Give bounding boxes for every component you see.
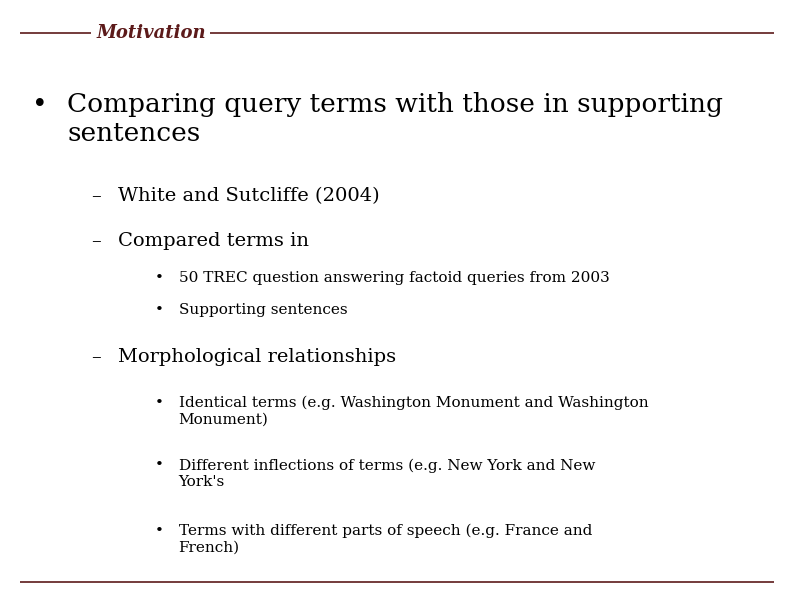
Text: •: • xyxy=(155,458,164,472)
Text: Identical terms (e.g. Washington Monument and Washington
Monument): Identical terms (e.g. Washington Monumen… xyxy=(179,396,648,426)
Text: –: – xyxy=(91,232,101,250)
Text: White and Sutcliffe (2004): White and Sutcliffe (2004) xyxy=(118,187,380,205)
Text: Supporting sentences: Supporting sentences xyxy=(179,303,347,318)
Text: •: • xyxy=(155,303,164,318)
Text: Compared terms in: Compared terms in xyxy=(118,232,309,250)
Text: Morphological relationships: Morphological relationships xyxy=(118,348,395,366)
Text: Terms with different parts of speech (e.g. France and
French): Terms with different parts of speech (e.… xyxy=(179,524,592,554)
Text: Comparing query terms with those in supporting
sentences: Comparing query terms with those in supp… xyxy=(67,92,723,146)
Text: •: • xyxy=(155,396,164,410)
Text: •: • xyxy=(155,271,164,285)
Text: –: – xyxy=(91,348,101,366)
Text: •: • xyxy=(155,524,164,538)
Text: Motivation: Motivation xyxy=(96,24,206,42)
Text: •: • xyxy=(32,92,48,117)
Text: Different inflections of terms (e.g. New York and New
York's: Different inflections of terms (e.g. New… xyxy=(179,458,595,488)
Text: –: – xyxy=(91,187,101,205)
Text: 50 TREC question answering factoid queries from 2003: 50 TREC question answering factoid queri… xyxy=(179,271,610,285)
